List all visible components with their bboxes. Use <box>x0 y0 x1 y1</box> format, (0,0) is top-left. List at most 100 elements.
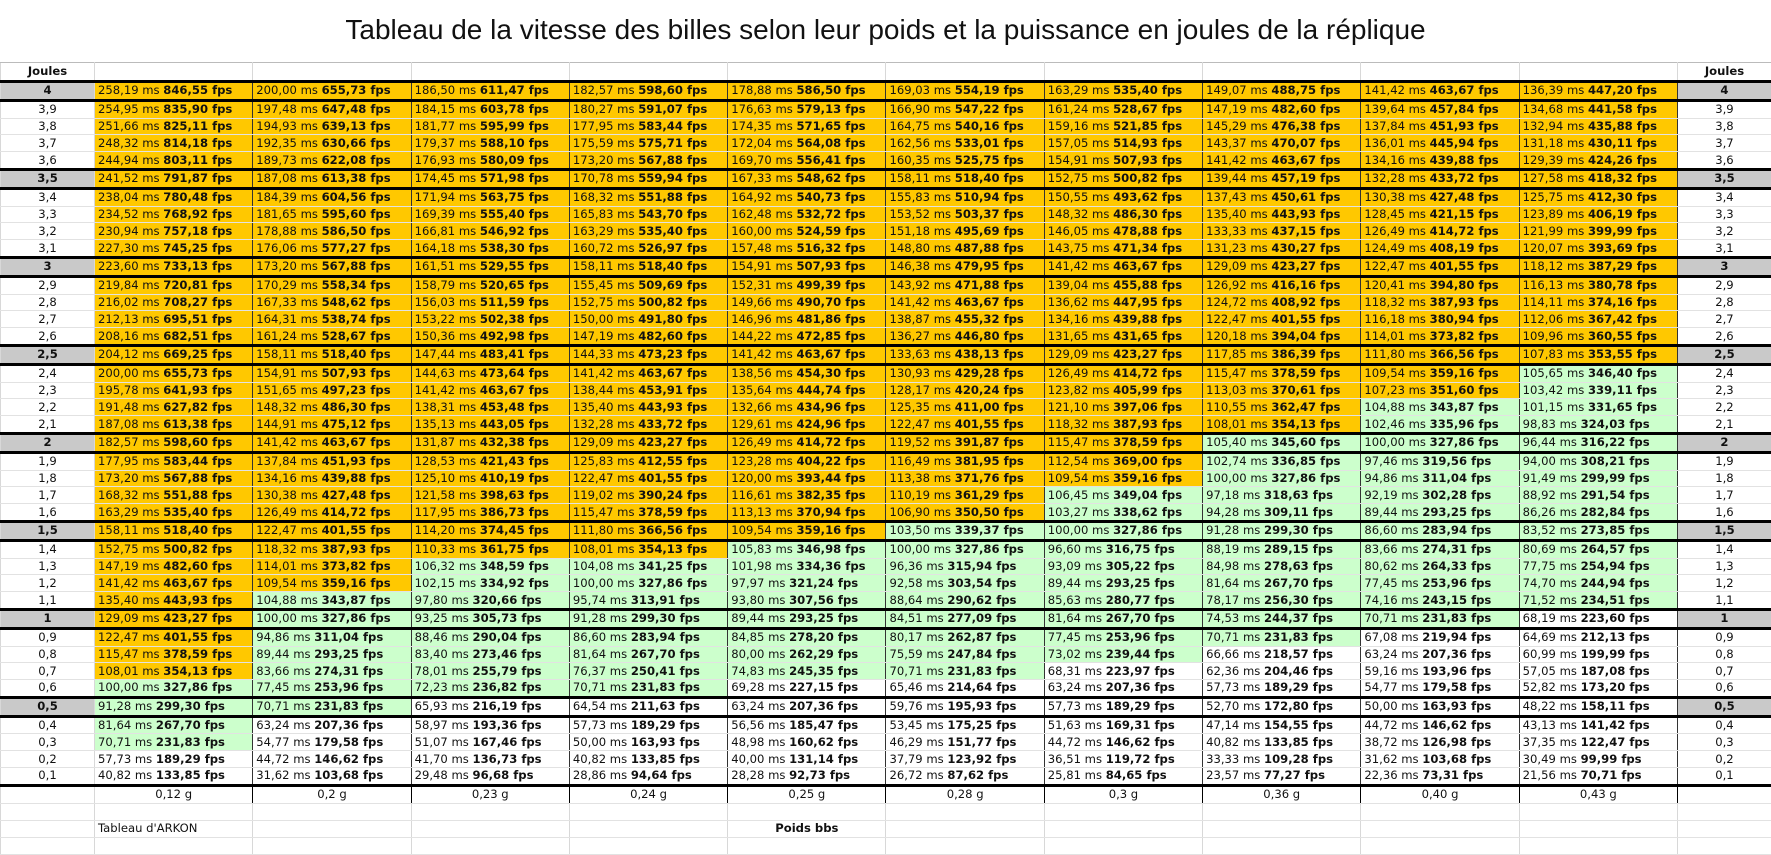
unit-ms: ms <box>459 454 476 468</box>
speed-fps: 327,86 <box>638 576 683 590</box>
header-empty-cell <box>95 63 253 82</box>
joules-label-right: 0,8 <box>1677 646 1771 663</box>
unit-ms: ms <box>1085 611 1102 625</box>
unit-ms: ms <box>934 523 951 537</box>
speed-ms: 127,58 <box>1523 171 1564 185</box>
unit-fps: fps <box>1162 171 1182 185</box>
speed-fps: 510,94 <box>955 190 1000 204</box>
speed-ms: 91,28 <box>573 611 606 625</box>
unit-fps: fps <box>1637 347 1657 361</box>
unit-ms: ms <box>1409 347 1426 361</box>
speed-fps-group: 173,20 fps <box>1581 680 1650 694</box>
speed-cell: 127,58 ms 418,32 fps <box>1519 169 1677 188</box>
speed-fps-group: 354,13 fps <box>163 664 232 678</box>
speed-fps-group: 369,00 fps <box>1113 454 1182 468</box>
unit-ms: ms <box>301 295 318 309</box>
speed-fps: 327,86 <box>163 680 208 694</box>
speed-cell: 28,86 ms 94,64 fps <box>569 768 727 786</box>
unit-ms: ms <box>934 153 951 167</box>
unit-ms: ms <box>1092 366 1109 380</box>
unit-ms: ms <box>617 295 634 309</box>
speed-fps: 185,47 <box>789 718 834 732</box>
joules-label-left: 2,6 <box>1 328 95 346</box>
speed-ms: 107,83 <box>1523 347 1564 361</box>
speed-fps-group: 141,42 fps <box>1581 718 1650 732</box>
unit-ms: ms <box>1085 559 1102 573</box>
unit-ms: ms <box>1567 171 1584 185</box>
speed-fps: 580,09 <box>480 153 525 167</box>
unit-fps: fps <box>687 471 707 485</box>
speed-ms: 102,15 <box>415 576 456 590</box>
speed-cell: 83,40 ms 273,46 fps <box>411 646 569 663</box>
unit-fps: fps <box>996 593 1016 607</box>
speed-cell: 154,91 ms 507,93 fps <box>253 364 411 382</box>
unit-ms: ms <box>926 559 943 573</box>
speed-cell: 69,28 ms 227,15 fps <box>728 680 886 698</box>
speed-ms: 148,80 <box>889 241 930 255</box>
unit-fps: fps <box>687 224 707 238</box>
unit-fps: fps <box>845 366 865 380</box>
speed-fps-group: 780,48 fps <box>163 190 232 204</box>
unit-fps: fps <box>1478 119 1498 133</box>
weight-label: 0,23 g <box>411 785 569 803</box>
unit-fps: fps <box>687 400 707 414</box>
unit-fps: fps <box>1637 190 1657 204</box>
speed-fps-group: 308,21 fps <box>1581 454 1650 468</box>
joules-label-left: 1,4 <box>1 540 95 558</box>
unit-ms: ms <box>301 576 318 590</box>
unit-ms: ms <box>768 680 785 694</box>
speed-fps: 491,80 <box>638 312 683 326</box>
speed-ms: 141,42 <box>1048 259 1089 273</box>
speed-cell: 113,03 ms 370,61 fps <box>1203 382 1361 399</box>
speed-fps-group: 367,42 fps <box>1588 312 1657 326</box>
speed-fps-group: 803,11 fps <box>163 153 232 167</box>
speed-ms: 29,48 <box>415 768 448 782</box>
unit-fps: fps <box>1471 735 1491 749</box>
speed-fps: 447,20 <box>1588 83 1633 97</box>
speed-cell: 141,42 ms 463,67 fps <box>728 345 886 364</box>
unit-fps: fps <box>845 171 865 185</box>
unit-ms: ms <box>617 119 634 133</box>
speed-fps-group: 455,32 fps <box>955 312 1024 326</box>
unit-fps: fps <box>1463 768 1483 782</box>
unit-ms: ms <box>142 542 159 556</box>
unit-ms: ms <box>459 559 476 573</box>
unit-fps: fps <box>1162 454 1182 468</box>
unit-fps: fps <box>370 329 390 343</box>
speed-cell: 126,49 ms 414,72 fps <box>1361 223 1519 240</box>
joules-label-right: 1,9 <box>1677 452 1771 470</box>
speed-fps-group: 768,92 fps <box>163 207 232 221</box>
speed-fps-group: 320,66 fps <box>473 593 542 607</box>
speed-cell: 230,94 ms 757,18 fps <box>95 223 253 240</box>
unit-fps: fps <box>687 83 707 97</box>
speed-fps: 814,18 <box>163 136 208 150</box>
speed-ms: 168,32 <box>573 190 614 204</box>
unit-fps: fps <box>1320 312 1340 326</box>
unit-fps: fps <box>370 136 390 150</box>
unit-fps: fps <box>1637 241 1657 255</box>
speed-fps: 173,20 <box>1581 680 1626 694</box>
unit-fps: fps <box>1637 136 1657 150</box>
unit-ms: ms <box>1085 718 1102 732</box>
speed-ms: 57,73 <box>1206 680 1239 694</box>
unit-fps: fps <box>1478 435 1498 449</box>
unit-ms: ms <box>775 102 792 116</box>
unit-fps: fps <box>1162 83 1182 97</box>
unit-fps: fps <box>1629 630 1649 644</box>
speed-ms: 141,42 <box>889 295 930 309</box>
speed-fps: 371,76 <box>955 471 1000 485</box>
unit-fps: fps <box>212 417 232 431</box>
speed-ms: 155,83 <box>889 190 930 204</box>
unit-fps: fps <box>1629 664 1649 678</box>
speed-ms: 106,32 <box>415 559 456 573</box>
unit-fps: fps <box>680 680 700 694</box>
unit-ms: ms <box>1092 83 1109 97</box>
speed-cell: 63,24 ms 207,36 fps <box>1361 646 1519 663</box>
unit-ms: ms <box>1409 241 1426 255</box>
unit-ms: ms <box>301 278 318 292</box>
